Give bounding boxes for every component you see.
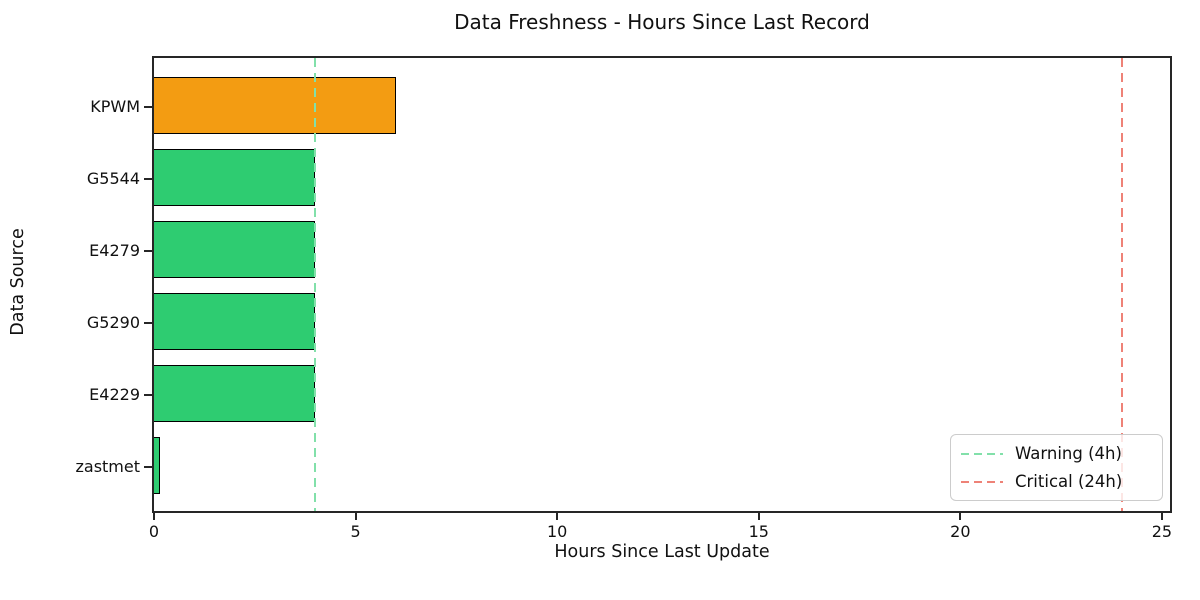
y-tick — [144, 322, 152, 324]
y-tick — [144, 394, 152, 396]
legend-item-warning: Warning (4h) — [961, 442, 1152, 466]
legend-dash-swatch — [961, 480, 1003, 483]
x-tick-label-15: 15 — [748, 522, 769, 541]
y-tick — [144, 178, 152, 180]
x-tick-label-10: 10 — [546, 522, 568, 541]
legend-item-critical: Critical (24h) — [961, 470, 1152, 494]
legend: Warning (4h) Critical (24h) — [950, 434, 1163, 501]
bar-zastmet — [154, 436, 161, 494]
plot-area — [152, 56, 1172, 513]
y-tick-label-g5290: G5290 — [86, 313, 140, 332]
y-tick-label-zastmet: zastmet — [75, 457, 140, 476]
refline-critical — [1120, 58, 1123, 511]
x-tick — [354, 513, 357, 520]
x-tick — [959, 513, 962, 520]
y-tick-label-kpwm: KPWM — [90, 97, 140, 116]
y-tick-label-g5544: G5544 — [86, 169, 140, 188]
y-tick — [144, 466, 152, 468]
x-axis-label: Hours Since Last Update — [554, 542, 770, 562]
x-tick-label-25: 25 — [1151, 522, 1173, 541]
bar-e4279 — [154, 220, 316, 278]
refline-warning — [314, 58, 317, 511]
legend-label: Critical (24h) — [1015, 472, 1123, 491]
x-tick — [556, 513, 559, 520]
x-tick-label-5: 5 — [350, 522, 361, 541]
x-tick — [153, 513, 155, 520]
legend-label: Warning (4h) — [1015, 444, 1122, 463]
bar-g5544 — [154, 148, 316, 206]
y-tick — [144, 250, 152, 252]
x-tick — [757, 513, 760, 520]
x-tick-label-0: 0 — [148, 522, 160, 541]
y-tick — [144, 106, 152, 108]
bar-kpwm — [154, 76, 396, 134]
bar-g5290 — [154, 292, 316, 350]
y-tick-label-e4229: E4229 — [89, 385, 140, 404]
bar-e4229 — [154, 364, 316, 422]
legend-dash-swatch — [961, 452, 1003, 455]
x-tick-label-20: 20 — [950, 522, 971, 541]
x-tick — [1160, 513, 1163, 520]
chart-title: Data Freshness - Hours Since Last Record — [454, 10, 870, 34]
y-tick-label-e4279: E4279 — [89, 241, 140, 260]
